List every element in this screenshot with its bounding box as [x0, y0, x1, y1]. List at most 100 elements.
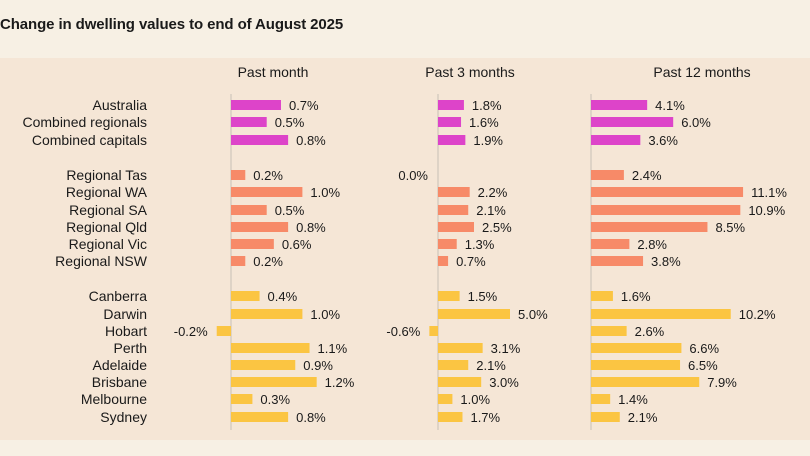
bar-past-12-months-sydney	[591, 412, 620, 422]
value-label-past-12-months-regional-vic: 2.8%	[637, 237, 667, 252]
bar-past-3-months-regional-vic	[438, 239, 457, 249]
value-label-past-month-regional-vic: 0.6%	[282, 237, 312, 252]
value-label-past-12-months-sydney: 2.1%	[628, 410, 658, 425]
bar-past-month-combined-regionals	[231, 117, 267, 127]
value-label-past-12-months-regional-qld: 8.5%	[715, 220, 745, 235]
bar-past-3-months-melbourne	[438, 394, 453, 404]
bar-past-month-brisbane	[231, 377, 317, 387]
column-header-past-12-months: Past 12 months	[653, 64, 750, 80]
value-label-past-month-regional-tas: 0.2%	[253, 168, 283, 183]
bar-past-3-months-combined-capitals	[438, 135, 466, 145]
bar-past-month-regional-nsw	[231, 256, 246, 266]
bar-past-3-months-combined-regionals	[438, 117, 462, 127]
value-label-past-12-months-australia: 4.1%	[655, 98, 685, 113]
value-label-past-12-months-combined-capitals: 3.6%	[648, 133, 678, 148]
value-label-past-3-months-combined-regionals: 1.6%	[469, 115, 499, 130]
category-label-regional-nsw: Regional NSW	[55, 253, 148, 269]
value-label-past-12-months-melbourne: 1.4%	[618, 392, 648, 407]
value-label-past-3-months-perth: 3.1%	[491, 341, 521, 356]
bar-past-12-months-combined-regionals	[591, 117, 674, 127]
bar-past-12-months-australia	[591, 100, 648, 110]
bar-past-3-months-darwin	[438, 309, 510, 319]
bar-past-12-months-perth	[591, 343, 682, 353]
value-label-past-3-months-hobart: -0.6%	[386, 324, 420, 339]
value-label-past-3-months-melbourne: 1.0%	[460, 392, 490, 407]
value-label-past-3-months-canberra: 1.5%	[468, 289, 498, 304]
value-label-past-month-melbourne: 0.3%	[260, 392, 290, 407]
bar-past-month-regional-qld	[231, 222, 289, 232]
bar-past-month-adelaide	[231, 360, 296, 370]
chart-panel: Past month Past 3 months Past 12 months Aus…	[0, 58, 810, 440]
bar-past-12-months-regional-qld	[591, 222, 708, 232]
value-label-past-month-brisbane: 1.2%	[325, 375, 355, 390]
column-header-past-3-months: Past 3 months	[425, 64, 515, 80]
bar-past-month-darwin	[231, 309, 303, 319]
value-label-past-12-months-canberra: 1.6%	[621, 289, 651, 304]
bar-past-12-months-regional-tas	[591, 170, 624, 180]
category-label-regional-sa: Regional SA	[69, 202, 147, 218]
value-label-past-3-months-regional-sa: 2.1%	[476, 203, 506, 218]
value-label-past-3-months-australia: 1.8%	[472, 98, 502, 113]
value-label-past-3-months-darwin: 5.0%	[518, 307, 548, 322]
bar-past-month-australia	[231, 100, 281, 110]
bar-past-month-melbourne	[231, 394, 253, 404]
bar-past-12-months-canberra	[591, 291, 613, 301]
category-label-hobart: Hobart	[105, 323, 147, 339]
value-label-past-12-months-perth: 6.6%	[689, 341, 719, 356]
value-label-past-3-months-combined-capitals: 1.9%	[473, 133, 503, 148]
bar-chart: Past month Past 3 months Past 12 months Aus…	[22, 64, 787, 430]
value-label-past-month-combined-capitals: 0.8%	[296, 133, 326, 148]
bar-past-3-months-perth	[438, 343, 483, 353]
category-label-perth: Perth	[114, 340, 147, 356]
bar-past-12-months-darwin	[591, 309, 731, 319]
value-label-past-month-perth: 1.1%	[318, 341, 348, 356]
value-label-past-month-darwin: 1.0%	[310, 307, 340, 322]
value-label-past-3-months-regional-vic: 1.3%	[465, 237, 495, 252]
bar-past-12-months-combined-capitals	[591, 135, 641, 145]
category-label-regional-qld: Regional Qld	[66, 219, 147, 235]
value-label-past-month-regional-qld: 0.8%	[296, 220, 326, 235]
value-label-past-12-months-brisbane: 7.9%	[707, 375, 737, 390]
bar-past-3-months-brisbane	[438, 377, 482, 387]
value-label-past-3-months-sydney: 1.7%	[470, 410, 500, 425]
bar-past-3-months-canberra	[438, 291, 460, 301]
bar-past-12-months-regional-sa	[591, 205, 741, 215]
value-label-past-3-months-regional-tas: 0.0%	[398, 168, 428, 183]
bar-past-12-months-brisbane	[591, 377, 700, 387]
value-label-past-12-months-hobart: 2.6%	[635, 324, 665, 339]
bar-past-3-months-regional-qld	[438, 222, 474, 232]
category-label-combined-capitals: Combined capitals	[32, 132, 147, 148]
bar-past-3-months-regional-nsw	[438, 256, 449, 266]
value-label-past-12-months-combined-regionals: 6.0%	[681, 115, 711, 130]
category-label-australia: Australia	[93, 97, 148, 113]
value-label-past-12-months-darwin: 10.2%	[739, 307, 776, 322]
category-label-canberra: Canberra	[89, 288, 148, 304]
bar-past-month-perth	[231, 343, 310, 353]
category-label-regional-tas: Regional Tas	[66, 167, 147, 183]
bar-past-3-months-regional-sa	[438, 205, 469, 215]
value-label-past-month-regional-nsw: 0.2%	[253, 254, 283, 269]
bar-past-3-months-adelaide	[438, 360, 469, 370]
category-label-sydney: Sydney	[100, 409, 147, 425]
bar-past-month-regional-vic	[231, 239, 274, 249]
bar-past-3-months-hobart	[429, 326, 438, 336]
value-label-past-12-months-regional-wa: 11.1%	[751, 185, 787, 200]
value-label-past-month-adelaide: 0.9%	[303, 358, 333, 373]
value-label-past-12-months-regional-sa: 10.9%	[748, 203, 785, 218]
value-label-past-month-sydney: 0.8%	[296, 410, 326, 425]
bar-past-12-months-adelaide	[591, 360, 681, 370]
category-label-adelaide: Adelaide	[93, 357, 148, 373]
value-label-past-3-months-adelaide: 2.1%	[476, 358, 506, 373]
bar-past-month-sydney	[231, 412, 289, 422]
value-label-past-3-months-regional-wa: 2.2%	[478, 185, 508, 200]
category-label-melbourne: Melbourne	[81, 391, 147, 407]
bar-past-3-months-australia	[438, 100, 464, 110]
value-label-past-3-months-regional-qld: 2.5%	[482, 220, 512, 235]
value-label-past-3-months-regional-nsw: 0.7%	[456, 254, 486, 269]
bar-past-month-canberra	[231, 291, 260, 301]
value-label-past-month-regional-sa: 0.5%	[275, 203, 305, 218]
bar-past-3-months-sydney	[438, 412, 463, 422]
category-label-brisbane: Brisbane	[92, 374, 147, 390]
bar-past-month-hobart	[216, 326, 231, 336]
